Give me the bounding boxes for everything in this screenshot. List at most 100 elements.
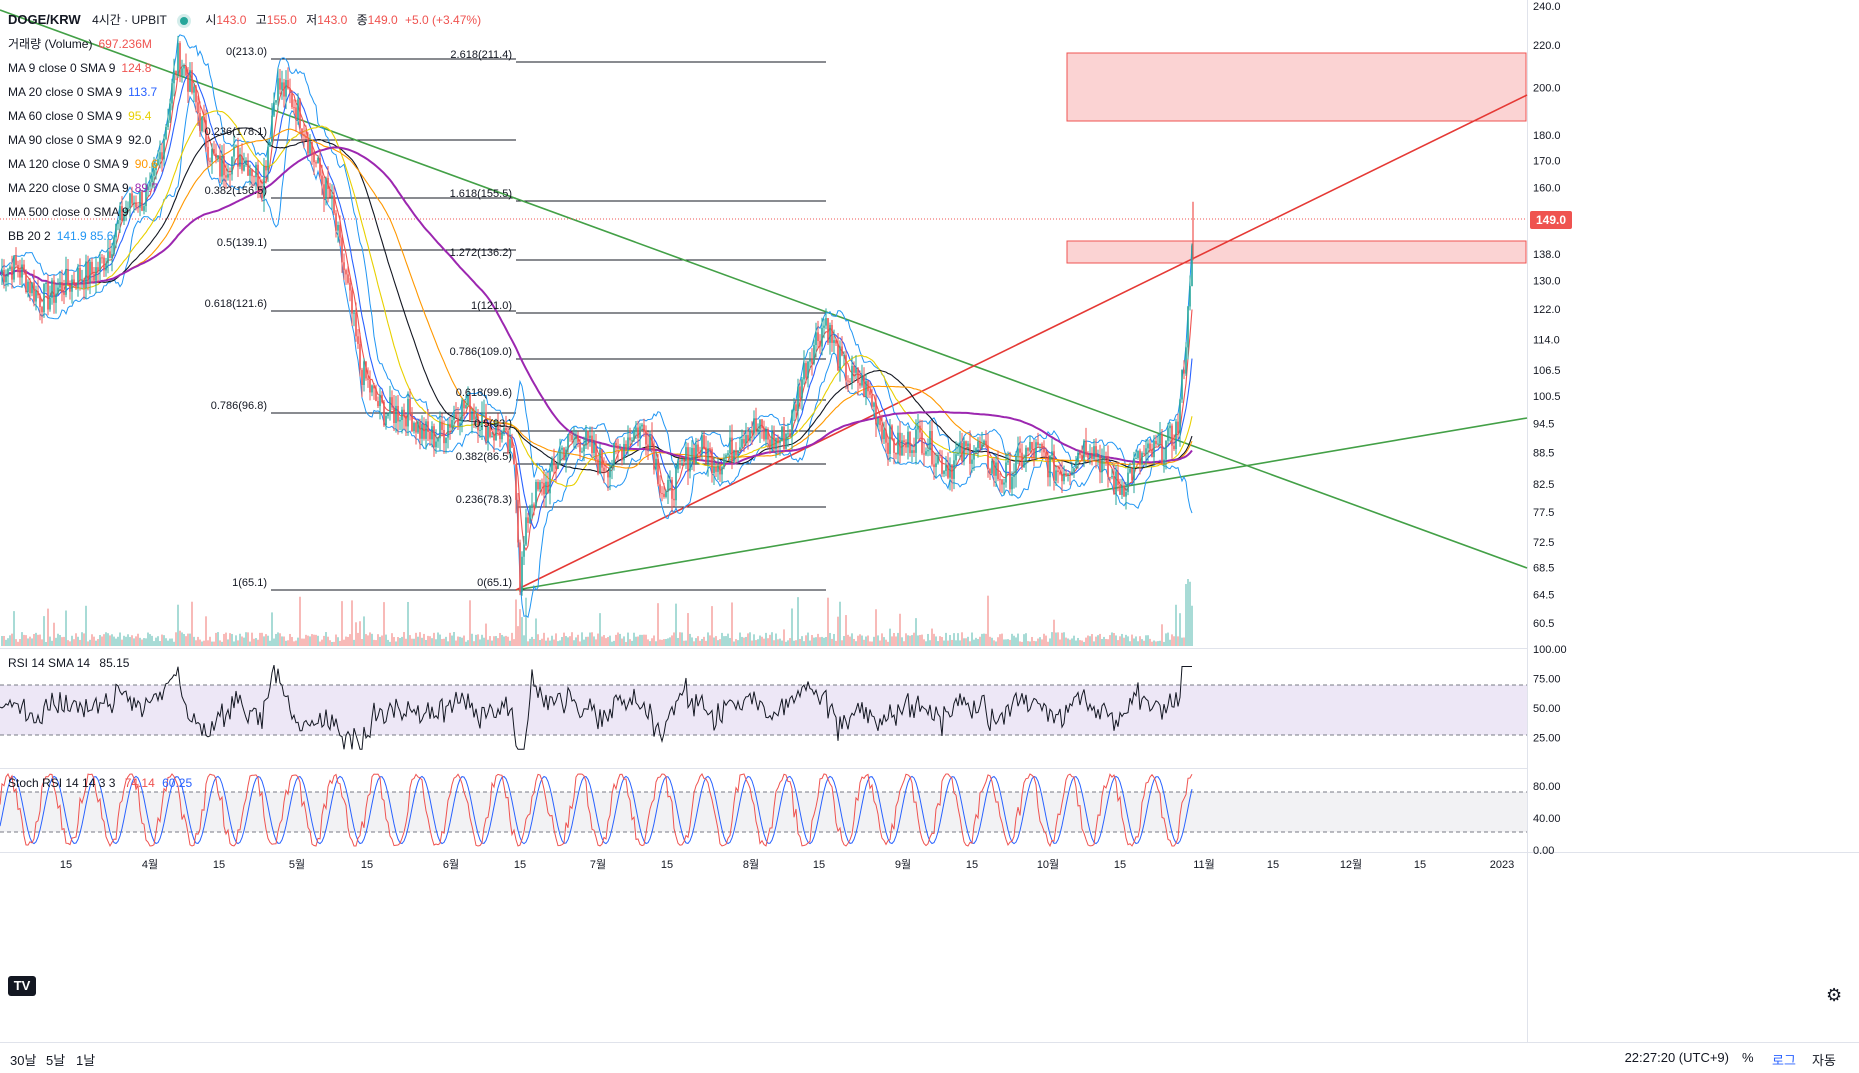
log-toggle[interactable]: 로그	[1772, 1053, 1796, 1068]
candle-body	[775, 437, 777, 450]
upper-zone[interactable]	[1066, 52, 1527, 122]
volume-bar	[937, 641, 939, 646]
green-uptrend-line[interactable]	[515, 417, 1528, 591]
volume-bar	[503, 636, 505, 646]
candle-body	[677, 460, 679, 470]
candle-body	[413, 422, 415, 432]
candle-body	[573, 439, 575, 441]
candles[interactable]	[1, 35, 1194, 596]
candle-body	[21, 264, 23, 278]
volume-bar	[1077, 637, 1079, 646]
candle-body	[589, 435, 591, 439]
candle-body	[933, 464, 935, 468]
candle-body	[1063, 473, 1065, 482]
candle-body	[659, 484, 661, 494]
time-tick-label: 15	[213, 859, 225, 871]
volume-bar	[241, 636, 243, 646]
volume-bar	[999, 634, 1001, 646]
indicator-row[interactable]: MA 9 close 0 SMA 9 124.8	[8, 56, 481, 80]
volume-bar	[287, 640, 289, 646]
volume-bar	[671, 635, 673, 646]
candle-body	[31, 282, 33, 294]
candle-body	[569, 434, 571, 436]
volume-bar	[1063, 632, 1065, 646]
volume-bar	[627, 632, 629, 646]
candle-body	[397, 405, 399, 422]
gear-icon[interactable]: ⚙	[1826, 985, 1843, 1005]
candle-body	[249, 169, 251, 176]
candle-body	[607, 471, 609, 478]
volume-bar	[1053, 619, 1055, 646]
volume-bar	[379, 636, 381, 646]
candle-body	[459, 422, 461, 426]
volume-bar	[959, 640, 961, 646]
volume-bar	[1011, 633, 1013, 646]
volume-bar	[579, 641, 581, 646]
volume-bar	[1089, 636, 1091, 646]
rsi-legend[interactable]: RSI 14 SMA 14 85.15	[8, 656, 130, 670]
candle-body	[99, 257, 101, 272]
clock[interactable]: 22:27:20 (UTC+9)	[1624, 1050, 1729, 1065]
indicator-row[interactable]: MA 90 close 0 SMA 9 92.0	[8, 128, 481, 152]
volume-bar	[945, 632, 947, 646]
candle-body	[385, 416, 387, 426]
volume-bar	[889, 628, 891, 646]
timeframe-1d-button[interactable]: 1날	[76, 1053, 96, 1068]
candle-body	[173, 70, 175, 84]
candle-body	[509, 439, 511, 453]
volume-bar	[699, 640, 701, 646]
indicator-row[interactable]: MA 60 close 0 SMA 9 95.4	[8, 104, 481, 128]
price-tick-label: 170.0	[1533, 155, 1561, 167]
candle-body	[773, 431, 775, 450]
auto-toggle[interactable]: 자동	[1812, 1053, 1836, 1068]
volume-bar	[1119, 636, 1121, 646]
timeframe-30d-button[interactable]: 30날	[10, 1053, 37, 1068]
candle-body	[291, 93, 293, 108]
volume-bar	[367, 635, 369, 646]
percent-toggle[interactable]: %	[1742, 1050, 1754, 1065]
lower-zone[interactable]	[1066, 240, 1527, 264]
indicator-row[interactable]: 거래량 (Volume) 697.236M	[8, 32, 481, 56]
indicator-row[interactable]: MA 220 close 0 SMA 9 89.7	[8, 176, 481, 200]
volume-bar	[691, 637, 693, 646]
candle-body	[545, 481, 547, 495]
timeframe-5d-button[interactable]: 5날	[46, 1053, 66, 1068]
candle-body	[199, 113, 201, 132]
indicator-row[interactable]: MA 500 close 0 SMA 9	[8, 200, 481, 224]
candle-body	[147, 186, 149, 191]
indicator-row[interactable]: MA 20 close 0 SMA 9 113.7	[8, 80, 481, 104]
candle-body	[93, 274, 95, 281]
candle-body	[389, 397, 391, 414]
volume-bar	[197, 636, 199, 646]
red-uptrend-line[interactable]	[515, 94, 1528, 591]
candle-body	[421, 424, 423, 439]
candle-body	[383, 402, 385, 426]
interval[interactable]: 4시간	[92, 13, 121, 27]
candle-body	[633, 430, 635, 441]
candle-body	[689, 459, 691, 472]
volume-bar	[1031, 636, 1033, 646]
candle-body	[19, 271, 21, 278]
chart-canvas[interactable]: 0(213.0) 0.236(178.1) 0.382(156.5) 0.5(139.…	[0, 0, 1859, 1042]
candle-body	[1115, 471, 1117, 495]
candle-body	[235, 145, 237, 147]
candle-body	[1057, 470, 1059, 473]
indicator-row[interactable]: MA 120 close 0 SMA 9 90.6	[8, 152, 481, 176]
symbol-name[interactable]: DOGE/KRW	[8, 12, 81, 27]
tradingview-logo[interactable]: TV	[8, 976, 36, 996]
volume-bar	[805, 635, 807, 646]
stoch-legend[interactable]: Stoch RSI 14 14 3 3 74.14 60.25	[8, 776, 193, 790]
green-downtrend-line[interactable]	[0, 9, 1528, 569]
candle-body	[353, 312, 355, 314]
candle-body	[789, 433, 791, 437]
candle-body	[159, 152, 161, 160]
candle-body	[371, 385, 373, 393]
indicator-row[interactable]: BB 20 2 141.9 85.6	[8, 224, 481, 248]
volume-bar	[933, 633, 935, 646]
volume-bar	[801, 636, 803, 646]
volume-bar	[249, 641, 251, 646]
candle-body	[81, 279, 83, 281]
volume-bar	[127, 634, 129, 646]
candle-body	[783, 426, 785, 449]
symbol-row[interactable]: DOGE/KRW 4시간 · UPBIT 시143.0 고155.0 저143.…	[8, 12, 482, 27]
